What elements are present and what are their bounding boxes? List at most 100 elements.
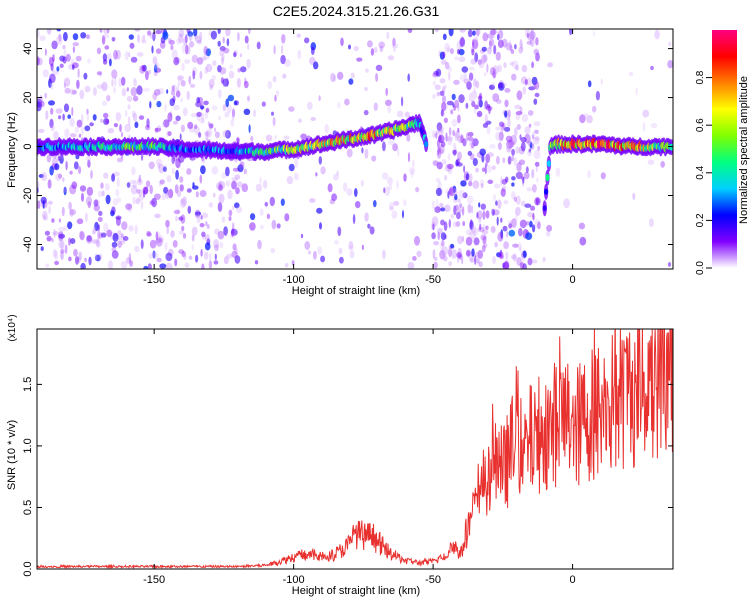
noise-point [195, 211, 202, 216]
noise-point [163, 186, 169, 194]
noise-point [535, 37, 539, 46]
noise-point [227, 94, 235, 102]
noise-point [306, 101, 313, 110]
noise-point [141, 39, 147, 44]
noise-point [337, 226, 342, 237]
noise-point [129, 260, 134, 267]
noise-point [478, 99, 483, 108]
noise-point [467, 195, 474, 205]
noise-point [132, 196, 136, 205]
noise-point [188, 75, 192, 85]
noise-point [262, 179, 268, 189]
noise-point [103, 112, 109, 119]
noise-point [204, 242, 211, 251]
noise-point [103, 172, 109, 179]
noise-point [650, 122, 658, 129]
noise-point [459, 74, 467, 82]
noise-point [432, 223, 435, 230]
noise-point [92, 87, 97, 96]
noise-point [635, 87, 638, 96]
noise-point [654, 29, 660, 40]
noise-point [337, 71, 344, 80]
noise-point [431, 200, 436, 209]
noise-point [181, 63, 185, 72]
noise-point [286, 175, 294, 185]
noise-point [516, 124, 521, 130]
noise-point [157, 162, 161, 169]
noise-point [505, 42, 513, 51]
noise-point [579, 114, 586, 124]
noise-point [107, 29, 110, 34]
noise-point [234, 255, 241, 264]
noise-point [433, 241, 440, 246]
noise-point [472, 157, 478, 167]
noise-point [354, 188, 358, 197]
noise-point [457, 127, 460, 133]
noise-point [205, 48, 211, 57]
noise-point [511, 60, 519, 69]
noise-point [97, 224, 101, 231]
noise-point [401, 96, 404, 107]
noise-point [318, 95, 321, 102]
noise-point [473, 78, 477, 87]
noise-point [563, 198, 570, 209]
noise-point [68, 201, 72, 211]
noise-point [189, 83, 196, 88]
noise-point [485, 105, 493, 112]
ridge-point [669, 143, 673, 151]
noise-point [501, 185, 507, 193]
x-tick-label: 0 [570, 274, 576, 286]
noise-point [49, 118, 54, 129]
noise-point [441, 159, 447, 165]
noise-point [215, 182, 223, 191]
noise-point [447, 136, 453, 146]
noise-point [446, 47, 451, 53]
noise-point [175, 115, 181, 122]
noise-point [467, 136, 474, 142]
noise-point [173, 83, 177, 93]
noise-point [182, 196, 188, 207]
noise-point [443, 117, 448, 124]
noise-point [407, 152, 411, 163]
noise-point [94, 253, 98, 261]
noise-point [141, 153, 144, 161]
noise-point [432, 94, 437, 99]
noise-point [154, 127, 159, 133]
noise-point [402, 199, 407, 207]
noise-point [502, 157, 506, 164]
noise-point [233, 52, 237, 58]
noise-point [201, 112, 205, 123]
noise-point [288, 163, 295, 172]
noise-point [210, 30, 217, 40]
noise-point [239, 161, 244, 169]
noise-point [532, 212, 535, 221]
noise-point [46, 237, 52, 243]
noise-point [208, 123, 214, 129]
noise-point [115, 49, 121, 60]
noise-point [235, 187, 240, 195]
noise-point [143, 34, 146, 40]
noise-point [175, 169, 180, 180]
noise-point [514, 44, 517, 50]
noise-point [172, 92, 176, 99]
noise-point [63, 82, 66, 89]
noise-point [187, 121, 194, 129]
noise-point [480, 183, 484, 189]
noise-point [407, 29, 413, 33]
noise-point [437, 129, 444, 136]
noise-point [183, 254, 187, 260]
noise-point [476, 212, 479, 219]
noise-point [451, 188, 458, 197]
noise-point [533, 48, 540, 56]
noise-point [67, 114, 71, 119]
noise-point [178, 216, 184, 221]
noise-point [86, 235, 92, 242]
noise-point [485, 153, 491, 163]
noise-point [365, 68, 369, 73]
noise-point [50, 82, 54, 90]
noise-point [71, 89, 77, 95]
noise-point [211, 74, 216, 81]
noise-point [181, 44, 187, 54]
noise-point [158, 237, 163, 242]
noise-point [320, 166, 326, 175]
